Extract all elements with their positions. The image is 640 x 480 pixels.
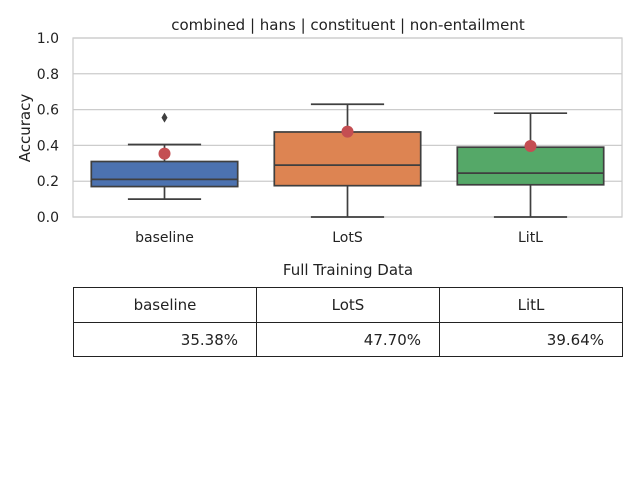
box-baseline — [90, 160, 239, 188]
y-tick-label: 1.0 — [37, 31, 59, 47]
box-lots — [273, 131, 422, 187]
y-tick-label: 0.4 — [37, 138, 59, 154]
x-tick-labels: baseline LotS LitL — [135, 230, 543, 246]
mean-marker-lots — [341, 125, 354, 138]
y-tick-label: 0.0 — [37, 210, 59, 226]
y-tick-label: 0.8 — [37, 67, 59, 83]
y-tick-labels: 0.0 0.2 0.4 0.6 0.8 1.0 — [37, 31, 59, 226]
x-tick-label-litl: LitL — [518, 230, 543, 246]
summary-header-baseline: baseline — [73, 287, 257, 323]
y-axis-label: Accuracy — [16, 94, 34, 163]
summary-table-value-row: 35.38% 47.70% 39.64% — [73, 322, 623, 357]
chart-title: combined | hans | constituent | non-enta… — [171, 16, 525, 34]
outlier-baseline — [161, 112, 168, 123]
summary-value-litl: 39.64% — [439, 322, 623, 357]
y-tick-label: 0.6 — [37, 103, 59, 119]
summary-value-baseline: 35.38% — [73, 322, 257, 357]
mean-marker-litl — [524, 140, 537, 153]
x-axis-label: Full Training Data — [283, 261, 413, 279]
summary-header-lots: LotS — [256, 287, 440, 323]
summary-table: baseline LotS LitL 35.38% 47.70% 39.64% — [73, 287, 623, 357]
x-tick-label-baseline: baseline — [135, 230, 194, 246]
mean-marker-baseline — [158, 147, 171, 160]
x-tick-label-lots: LotS — [332, 230, 363, 246]
summary-header-litl: LitL — [439, 287, 623, 323]
boxes-layer — [90, 103, 605, 218]
summary-table-header-row: baseline LotS LitL — [73, 287, 623, 323]
summary-value-lots: 47.70% — [256, 322, 440, 357]
y-tick-label: 0.2 — [37, 174, 59, 190]
box-litl — [456, 146, 605, 186]
